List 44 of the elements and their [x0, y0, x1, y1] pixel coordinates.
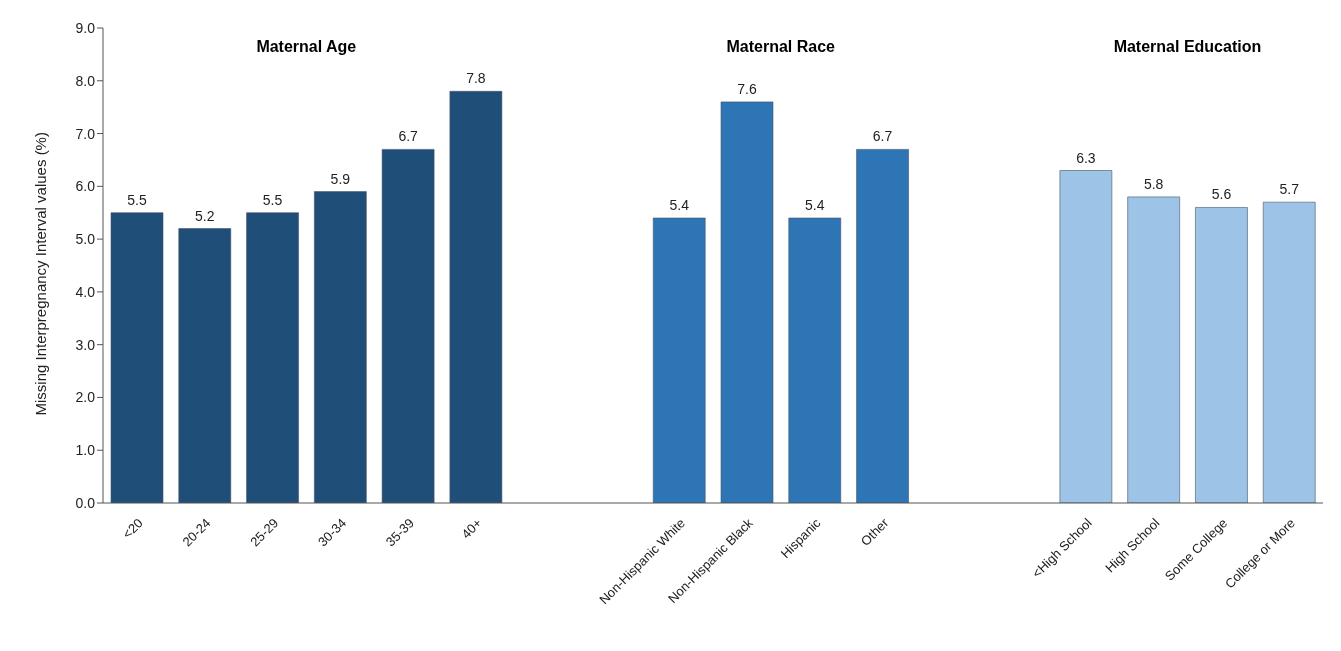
- data-label: 5.9: [330, 170, 351, 187]
- data-label: 7.6: [737, 80, 757, 97]
- bar: [788, 217, 842, 503]
- bar: [449, 91, 503, 503]
- data-label: 5.5: [127, 191, 147, 208]
- bar: [1195, 207, 1248, 503]
- annotation: Maternal Age: [255, 38, 358, 56]
- annotation: Maternal Race: [725, 38, 836, 56]
- y-tick-label: 5.0: [75, 231, 96, 248]
- bar: [246, 212, 299, 503]
- y-tick-label: 2.0: [75, 389, 96, 406]
- data-label: 5.8: [1143, 175, 1164, 192]
- bar: [178, 228, 232, 503]
- bar: [314, 191, 367, 503]
- bar: [110, 212, 164, 503]
- x-tick-label: 40+: [458, 515, 485, 542]
- bar: [1262, 201, 1316, 503]
- data-label: 5.5: [262, 191, 283, 208]
- y-tick-label: 4.0: [75, 283, 96, 300]
- data-label: 6.7: [398, 128, 419, 145]
- y-tick-label: 7.0: [75, 125, 96, 142]
- data-label: 6.3: [1076, 149, 1096, 166]
- y-tick-label: 0.0: [75, 494, 96, 511]
- data-label: 6.7: [872, 128, 893, 145]
- y-tick-label: 3.0: [75, 336, 96, 353]
- data-label: 5.2: [195, 207, 215, 224]
- bar: [1059, 170, 1113, 503]
- y-tick-label: 8.0: [75, 72, 96, 89]
- data-label: 5.7: [1279, 181, 1300, 198]
- bar: [652, 217, 706, 503]
- y-tick-label: 9.0: [75, 19, 96, 36]
- data-label: 5.6: [1211, 186, 1232, 203]
- data-label: 7.8: [466, 70, 486, 87]
- bar: [381, 149, 435, 503]
- bar: [1127, 196, 1180, 503]
- y-tick-label: 6.0: [75, 178, 96, 195]
- annotation: Maternal Education: [1112, 38, 1263, 56]
- x-tick-label: <20: [119, 515, 146, 542]
- bar: [856, 149, 909, 503]
- data-label: 5.4: [669, 197, 690, 213]
- y-axis-title: Missing Interpregnancy Interval values (%): [32, 132, 50, 416]
- y-tick-label: 1.0: [75, 442, 96, 459]
- data-label: 5.4: [805, 197, 825, 213]
- bar: [720, 101, 774, 503]
